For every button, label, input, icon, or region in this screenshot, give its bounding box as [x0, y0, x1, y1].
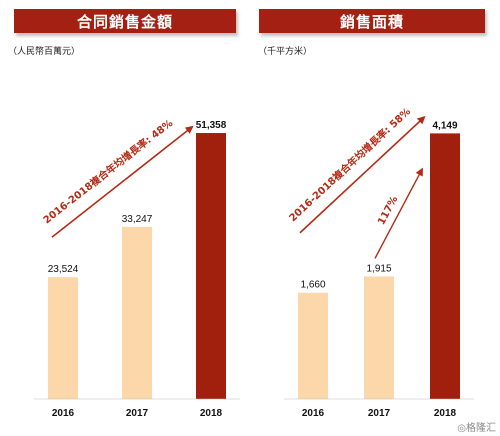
- watermark: ◎格隆汇: [457, 419, 496, 434]
- sales-amount-title: 合同銷售金額: [76, 12, 173, 31]
- bar-2018: [430, 133, 460, 399]
- value-label-2018: 51,358: [196, 120, 227, 131]
- sales-amount-header: 合同銷售金額: [14, 9, 236, 33]
- yoy-arrow-sales-area: [374, 167, 423, 259]
- value-label-2017: 33,247: [122, 214, 153, 225]
- x-tick-2017: 2017: [126, 408, 149, 419]
- bar-2018: [196, 133, 226, 399]
- bar-2017: [122, 226, 152, 399]
- x-tick-2016: 2016: [302, 408, 325, 419]
- watermark-icon: ◎: [457, 423, 466, 434]
- x-tick-2018: 2018: [434, 408, 457, 419]
- x-tick-2018: 2018: [200, 408, 223, 419]
- cagr-label-sales-amount: 2016-2018複合年均增長率: 48%: [40, 116, 175, 226]
- x-tick-2016: 2016: [52, 408, 75, 419]
- x-tick-2017: 2017: [368, 408, 391, 419]
- value-label-2016: 23,524: [48, 264, 79, 275]
- value-label-2016: 1,660: [300, 280, 325, 291]
- watermark-text: 格隆汇: [466, 423, 496, 434]
- cagr-arrow-sales-amount: [51, 125, 194, 238]
- bar-2017: [364, 276, 394, 399]
- cagr-arrow-sales-area: [299, 116, 426, 234]
- sales-area-title: 銷售面積: [339, 12, 404, 31]
- sales-amount-unit: （人民幣百萬元）: [8, 47, 81, 57]
- sales-area-unit: （千平方米）: [258, 47, 313, 57]
- value-label-2017: 1,915: [366, 263, 391, 274]
- sales-area-header: 銷售面積: [259, 9, 485, 33]
- bar-2016: [298, 292, 328, 399]
- bar-2016: [48, 277, 78, 399]
- yoy-label-sales-area: 117%: [376, 194, 400, 226]
- value-label-2018: 4,149: [432, 120, 457, 131]
